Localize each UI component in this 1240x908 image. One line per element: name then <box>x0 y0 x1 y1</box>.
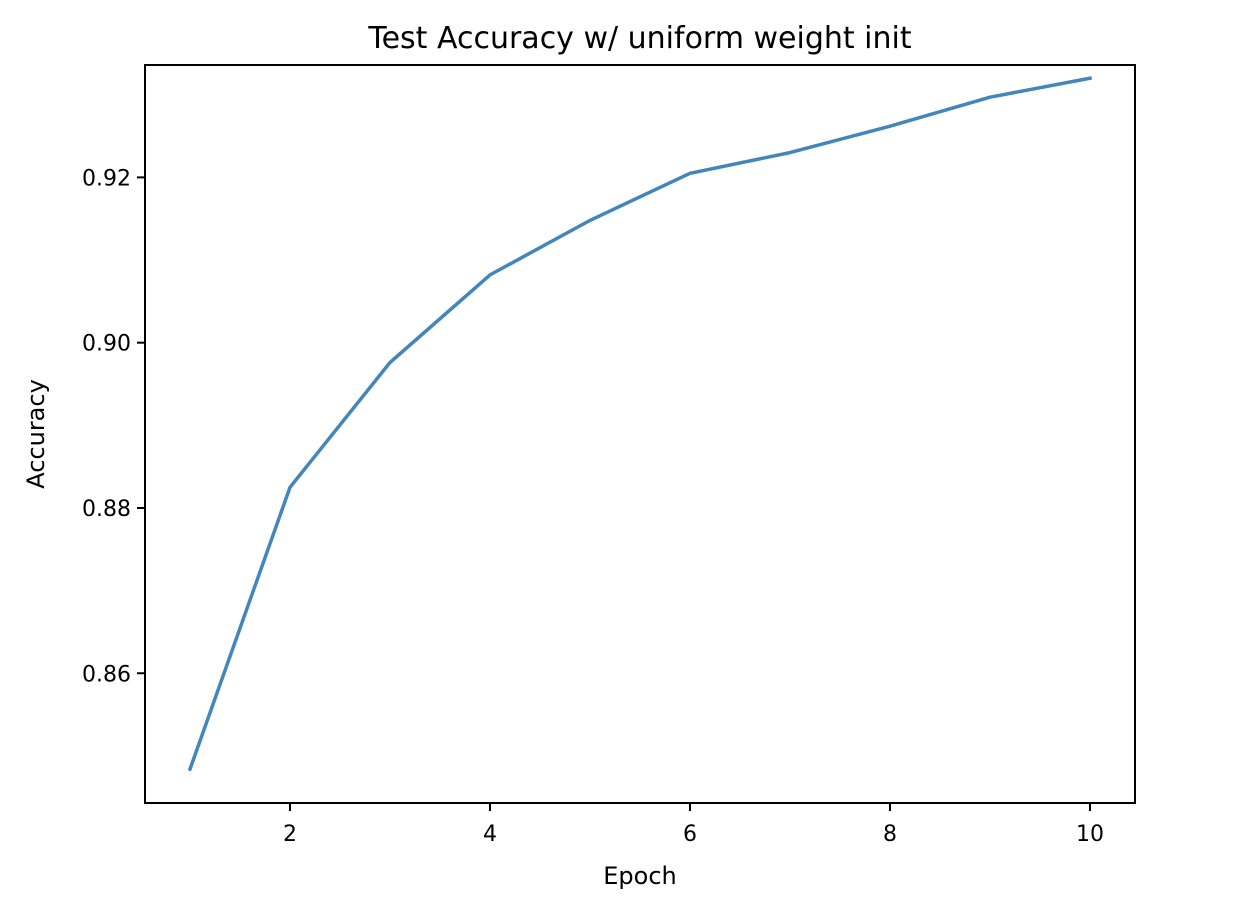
plot-area <box>187 76 1093 772</box>
x-tick-label: 2 <box>283 822 297 847</box>
x-tick-label: 4 <box>483 822 497 847</box>
y-axis-label: Accuracy <box>22 379 50 489</box>
x-tick-label: 10 <box>1076 822 1104 847</box>
x-axis-label: Epoch <box>603 862 677 890</box>
y-tick-label: 0.90 <box>82 332 131 357</box>
x-tick-label: 8 <box>883 822 897 847</box>
y-tick-label: 0.88 <box>82 497 131 522</box>
x-axis-ticks: 2 4 6 8 10 <box>283 803 1104 847</box>
y-axis-ticks: 0.86 0.88 0.90 0.92 <box>82 166 145 687</box>
y-tick-label: 0.92 <box>82 166 131 191</box>
y-tick-label: 0.86 <box>82 662 131 687</box>
x-tick-label: 6 <box>683 822 697 847</box>
chart-title: Test Accuracy w/ uniform weight init <box>367 21 912 56</box>
series-line <box>187 76 1093 772</box>
axes-frame <box>144 64 1136 804</box>
